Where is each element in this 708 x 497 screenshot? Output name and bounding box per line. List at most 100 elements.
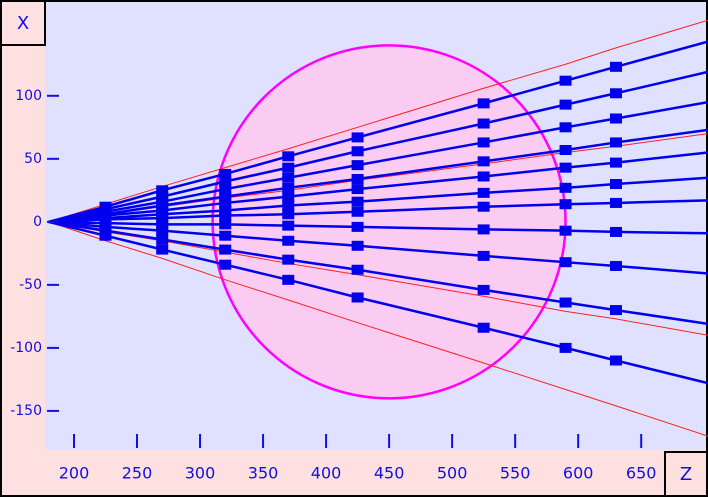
hit-marker bbox=[609, 197, 622, 208]
hit-marker bbox=[559, 122, 572, 133]
hit-marker bbox=[219, 219, 232, 230]
hit-marker bbox=[156, 234, 169, 245]
hit-marker bbox=[559, 99, 572, 110]
hit-marker bbox=[351, 240, 364, 251]
track bbox=[48, 220, 708, 326]
y-tick-label: 0 bbox=[33, 214, 42, 230]
x-tick-label: 300 bbox=[185, 464, 216, 483]
hit-marker bbox=[477, 322, 490, 333]
hit-marker bbox=[156, 213, 169, 224]
hit-marker bbox=[156, 244, 169, 255]
hit-marker bbox=[156, 185, 169, 196]
x-tick-label: 350 bbox=[248, 464, 279, 483]
hit-marker bbox=[99, 225, 112, 236]
y-tick-label: 100 bbox=[15, 88, 42, 104]
ray bbox=[48, 19, 708, 223]
hit-marker bbox=[351, 221, 364, 232]
x-tick-label: 400 bbox=[311, 464, 342, 483]
circle-region bbox=[211, 44, 567, 400]
x-tick-label: 250 bbox=[122, 464, 153, 483]
hit-marker bbox=[559, 225, 572, 236]
hit-marker bbox=[477, 137, 490, 148]
hit-marker bbox=[351, 160, 364, 171]
hit-marker bbox=[282, 162, 295, 173]
y-axis-label: X bbox=[17, 13, 29, 34]
hit-marker bbox=[219, 205, 232, 216]
hit-marker bbox=[351, 264, 364, 275]
hit-marker bbox=[351, 132, 364, 143]
hit-marker bbox=[351, 146, 364, 157]
track bbox=[48, 220, 708, 275]
hit-marker bbox=[282, 200, 295, 211]
track bbox=[48, 128, 708, 224]
hit-marker bbox=[282, 191, 295, 202]
hit-marker bbox=[282, 235, 295, 246]
hit-marker bbox=[477, 118, 490, 129]
hit-marker bbox=[477, 156, 490, 167]
hit-marker bbox=[156, 219, 169, 230]
y-label-box bbox=[0, 0, 46, 46]
hit-marker bbox=[477, 201, 490, 212]
hit-marker bbox=[351, 206, 364, 217]
hit-marker bbox=[559, 342, 572, 353]
hit-marker bbox=[351, 173, 364, 184]
hit-marker bbox=[282, 172, 295, 183]
hit-marker bbox=[609, 305, 622, 316]
hit-marker bbox=[559, 297, 572, 308]
hit-marker bbox=[559, 75, 572, 86]
hit-marker bbox=[219, 191, 232, 202]
x-tick-label: 200 bbox=[59, 464, 90, 483]
hit-marker bbox=[219, 230, 232, 241]
hit-marker bbox=[156, 200, 169, 211]
hit-marker bbox=[99, 230, 112, 241]
hit-marker bbox=[477, 187, 490, 198]
hit-marker bbox=[351, 292, 364, 303]
hit-marker bbox=[477, 284, 490, 295]
x-tick-label: 500 bbox=[437, 464, 468, 483]
hit-marker bbox=[609, 61, 622, 72]
track bbox=[48, 100, 708, 224]
hit-marker bbox=[477, 98, 490, 109]
hit-marker bbox=[559, 145, 572, 155]
hit-marker bbox=[282, 254, 295, 265]
track bbox=[48, 199, 708, 224]
hit-marker bbox=[477, 250, 490, 261]
hit-marker bbox=[609, 137, 622, 148]
hit-marker bbox=[559, 182, 572, 193]
hit-marker bbox=[219, 168, 232, 179]
hit-marker bbox=[351, 184, 364, 195]
hit-marker bbox=[282, 151, 295, 162]
hit-marker bbox=[282, 274, 295, 285]
hit-marker bbox=[156, 191, 169, 202]
y-tick-label: -100 bbox=[10, 340, 42, 356]
hit-marker bbox=[282, 182, 295, 193]
hit-marker bbox=[609, 88, 622, 99]
hit-marker bbox=[219, 244, 232, 255]
hit-marker bbox=[609, 260, 622, 271]
hit-marker bbox=[282, 209, 295, 220]
hit-marker bbox=[219, 184, 232, 195]
track bbox=[48, 151, 708, 224]
hit-marker bbox=[282, 220, 295, 231]
x-tick-label: 550 bbox=[500, 464, 531, 483]
x-label-box bbox=[664, 451, 708, 497]
hit-marker bbox=[559, 257, 572, 268]
x-axis-label: Z bbox=[680, 464, 692, 485]
track bbox=[48, 176, 708, 224]
hit-marker bbox=[559, 199, 572, 210]
hit-marker bbox=[609, 179, 622, 190]
x-tick-label: 600 bbox=[563, 464, 594, 483]
hit-marker bbox=[156, 225, 169, 236]
track bbox=[48, 70, 708, 224]
y-tick-label: 50 bbox=[24, 151, 42, 167]
hit-marker bbox=[609, 226, 622, 237]
hit-marker bbox=[351, 196, 364, 207]
hit-marker bbox=[609, 113, 622, 124]
hit-marker bbox=[559, 162, 572, 173]
y-tick-label: -150 bbox=[10, 403, 42, 419]
hit-marker bbox=[477, 224, 490, 235]
track bbox=[48, 40, 708, 224]
hit-marker bbox=[477, 171, 490, 182]
hit-marker bbox=[609, 355, 622, 366]
